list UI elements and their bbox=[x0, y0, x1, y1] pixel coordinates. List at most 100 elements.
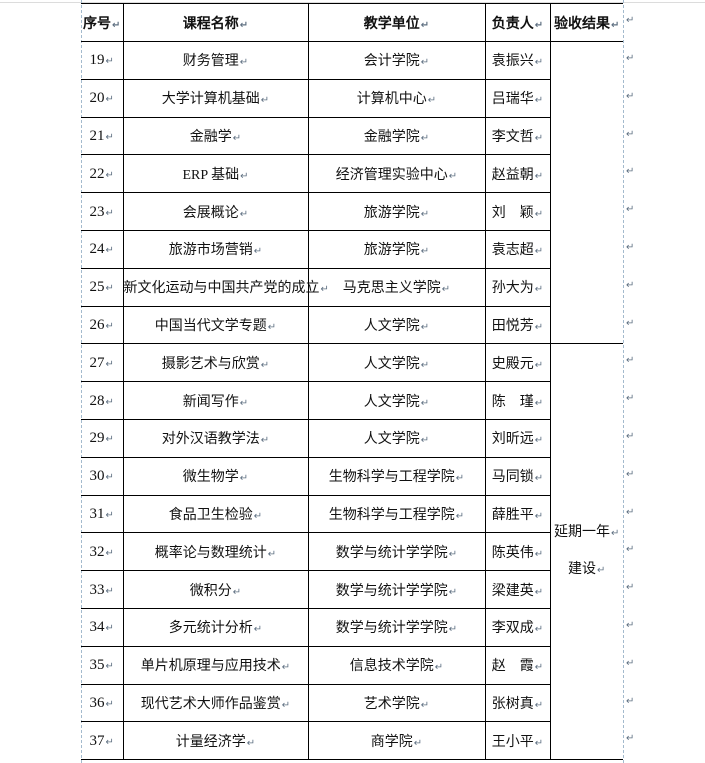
header-unit[interactable]: 教学单位↵ bbox=[307, 3, 486, 42]
header-result[interactable]: 验收结果↵ bbox=[549, 3, 623, 42]
cell-leader[interactable]: 赵 霞↵ bbox=[484, 645, 551, 685]
cell-unit[interactable]: 生物科学与工程学院↵ bbox=[307, 456, 486, 496]
cell-course[interactable]: 中国当代文学专题↵ bbox=[122, 305, 309, 345]
cell-leader[interactable]: 张树真↵ bbox=[484, 683, 551, 723]
cell-unit[interactable]: 数学与统计学学院↵ bbox=[307, 607, 486, 647]
cell-no[interactable]: 34↵ bbox=[81, 607, 124, 647]
cell-unit[interactable]: 商学院↵ bbox=[307, 721, 486, 761]
cell-unit[interactable]: 旅游学院↵ bbox=[307, 192, 486, 231]
paragraph-mark-icon: ↵ bbox=[105, 509, 114, 521]
end-of-row-mark-icon: ↵ bbox=[626, 695, 635, 707]
cell-course[interactable]: ERP 基础↵ bbox=[122, 154, 309, 194]
cell-leader[interactable]: 陈 瑾↵ bbox=[484, 381, 551, 420]
cell-course[interactable]: 新文化运动与中国共产党的成立↵ bbox=[122, 267, 329, 307]
cell-no[interactable]: 32↵ bbox=[81, 532, 124, 572]
cell-no[interactable]: 33↵ bbox=[81, 570, 124, 609]
cell-no[interactable]: 22↵ bbox=[81, 154, 124, 194]
cell-no[interactable]: 25↵ bbox=[81, 267, 124, 307]
cell-leader[interactable]: 吕瑞华↵ bbox=[484, 78, 551, 118]
end-of-row-mark-icon: ↵ bbox=[626, 204, 635, 216]
end-of-row-mark-icon: ↵ bbox=[626, 733, 635, 745]
table-row: 24↵ 旅游市场营销↵ 旅游学院↵ 袁志超↵ bbox=[81, 229, 623, 269]
cell-leader[interactable]: 赵益朝↵ bbox=[484, 154, 551, 194]
cell-course[interactable]: 财务管理↵ bbox=[122, 41, 309, 80]
result-text-line: 延期一年↵ bbox=[554, 524, 620, 540]
cell-unit[interactable]: 人文学院↵ bbox=[307, 381, 486, 420]
cell-course[interactable]: 单片机原理与应用技术↵ bbox=[122, 645, 309, 685]
cell-course[interactable]: 对外汉语教学法↵ bbox=[122, 418, 309, 458]
cell-no[interactable]: 30↵ bbox=[81, 456, 124, 496]
cell-leader[interactable]: 史殿元↵ bbox=[484, 343, 551, 383]
cell-unit[interactable]: 马克思主义学院↵ bbox=[307, 267, 486, 307]
cell-course[interactable]: 概率论与数理统计↵ bbox=[122, 532, 309, 572]
header-course[interactable]: 课程名称↵ bbox=[122, 3, 309, 42]
cell-course[interactable]: 食品卫生检验↵ bbox=[122, 494, 309, 534]
cell-course[interactable]: 大学计算机基础↵ bbox=[122, 78, 309, 118]
cell-course[interactable]: 现代艺术大师作品鉴赏↵ bbox=[122, 683, 309, 723]
header-no[interactable]: 序号↵ bbox=[81, 3, 124, 42]
cell-course[interactable]: 微积分↵ bbox=[122, 570, 309, 609]
cell-no[interactable]: 36↵ bbox=[81, 683, 124, 723]
result-merged-cell-empty[interactable] bbox=[549, 40, 623, 345]
paragraph-mark-icon: ↵ bbox=[420, 397, 430, 409]
cell-course[interactable]: 微生物学↵ bbox=[122, 456, 309, 496]
cell-unit[interactable]: 计算机中心↵ bbox=[307, 78, 486, 118]
table-row: 26↵ 中国当代文学专题↵ 人文学院↵ 田悦芳↵ bbox=[81, 305, 623, 345]
cell-unit[interactable]: 金融学院↵ bbox=[307, 116, 486, 156]
cell-unit[interactable]: 信息技术学院↵ bbox=[307, 645, 486, 685]
cell-course[interactable]: 金融学↵ bbox=[122, 116, 309, 156]
cell-unit[interactable]: 经济管理实验中心↵ bbox=[307, 154, 486, 194]
cell-unit[interactable]: 数学与统计学学院↵ bbox=[307, 570, 486, 609]
cell-leader[interactable]: 袁志超↵ bbox=[484, 229, 551, 269]
cell-no[interactable]: 31↵ bbox=[81, 494, 124, 534]
paragraph-mark-icon: ↵ bbox=[260, 435, 270, 447]
cell-leader[interactable]: 马同锁↵ bbox=[484, 456, 551, 496]
cell-unit[interactable]: 人文学院↵ bbox=[307, 305, 486, 345]
cell-leader[interactable]: 李双成↵ bbox=[484, 607, 551, 647]
cell-unit[interactable]: 数学与统计学学院↵ bbox=[307, 532, 486, 572]
cell-leader[interactable]: 李文哲↵ bbox=[484, 116, 551, 156]
cell-leader[interactable]: 刘昕远↵ bbox=[484, 418, 551, 458]
paragraph-mark-icon: ↵ bbox=[534, 473, 544, 485]
cell-unit[interactable]: 人文学院↵ bbox=[307, 343, 486, 383]
cell-unit[interactable]: 艺术学院↵ bbox=[307, 683, 486, 723]
cell-unit[interactable]: 旅游学院↵ bbox=[307, 229, 486, 269]
cell-no[interactable]: 20↵ bbox=[81, 78, 124, 118]
cell-no[interactable]: 27↵ bbox=[81, 343, 124, 383]
paragraph-mark-icon: ↵ bbox=[534, 246, 544, 258]
cell-course[interactable]: 多元统计分析↵ bbox=[122, 607, 309, 647]
header-leader[interactable]: 负责人↵ bbox=[484, 3, 551, 42]
paragraph-mark-icon: ↵ bbox=[105, 661, 114, 673]
cell-no[interactable]: 29↵ bbox=[81, 418, 124, 458]
paragraph-mark-icon: ↵ bbox=[232, 586, 242, 598]
cell-course[interactable]: 摄影艺术与欣赏↵ bbox=[122, 343, 309, 383]
cell-no[interactable]: 23↵ bbox=[81, 192, 124, 231]
cell-unit[interactable]: 生物科学与工程学院↵ bbox=[307, 494, 486, 534]
cell-course[interactable]: 会展概论↵ bbox=[122, 192, 309, 231]
cell-unit[interactable]: 人文学院↵ bbox=[307, 418, 486, 458]
cell-leader[interactable]: 王小平↵ bbox=[484, 721, 551, 761]
cell-no[interactable]: 28↵ bbox=[81, 381, 124, 420]
cell-no[interactable]: 26↵ bbox=[81, 305, 124, 345]
cell-course[interactable]: 计量经济学↵ bbox=[122, 721, 309, 761]
cell-leader[interactable]: 田悦芳↵ bbox=[484, 305, 551, 345]
cell-unit[interactable]: 会计学院↵ bbox=[307, 41, 486, 80]
cell-no[interactable]: 35↵ bbox=[81, 645, 124, 685]
cell-course[interactable]: 旅游市场营销↵ bbox=[122, 229, 309, 269]
end-of-row-mark-icon: ↵ bbox=[626, 355, 635, 367]
cell-course[interactable]: 新闻写作↵ bbox=[122, 381, 309, 420]
cell-no[interactable]: 37↵ bbox=[81, 721, 124, 761]
cell-no[interactable]: 21↵ bbox=[81, 116, 124, 156]
cell-leader[interactable]: 刘 颖↵ bbox=[484, 192, 551, 231]
cell-leader[interactable]: 梁建英↵ bbox=[484, 570, 551, 609]
cell-no[interactable]: 19↵ bbox=[81, 41, 124, 80]
end-of-row-mark-icon: ↵ bbox=[626, 317, 635, 329]
paragraph-mark-icon: ↵ bbox=[455, 510, 465, 522]
end-of-row-mark-icon: ↵ bbox=[626, 430, 635, 442]
cell-leader[interactable]: 孙大为↵ bbox=[484, 267, 551, 307]
result-merged-cell-deferred[interactable]: 延期一年↵ 建设↵ bbox=[549, 343, 623, 761]
cell-no[interactable]: 24↵ bbox=[81, 229, 124, 269]
cell-leader[interactable]: 薛胜平↵ bbox=[484, 494, 551, 534]
cell-leader[interactable]: 陈英伟↵ bbox=[484, 532, 551, 572]
cell-leader[interactable]: 袁振兴↵ bbox=[484, 41, 551, 80]
